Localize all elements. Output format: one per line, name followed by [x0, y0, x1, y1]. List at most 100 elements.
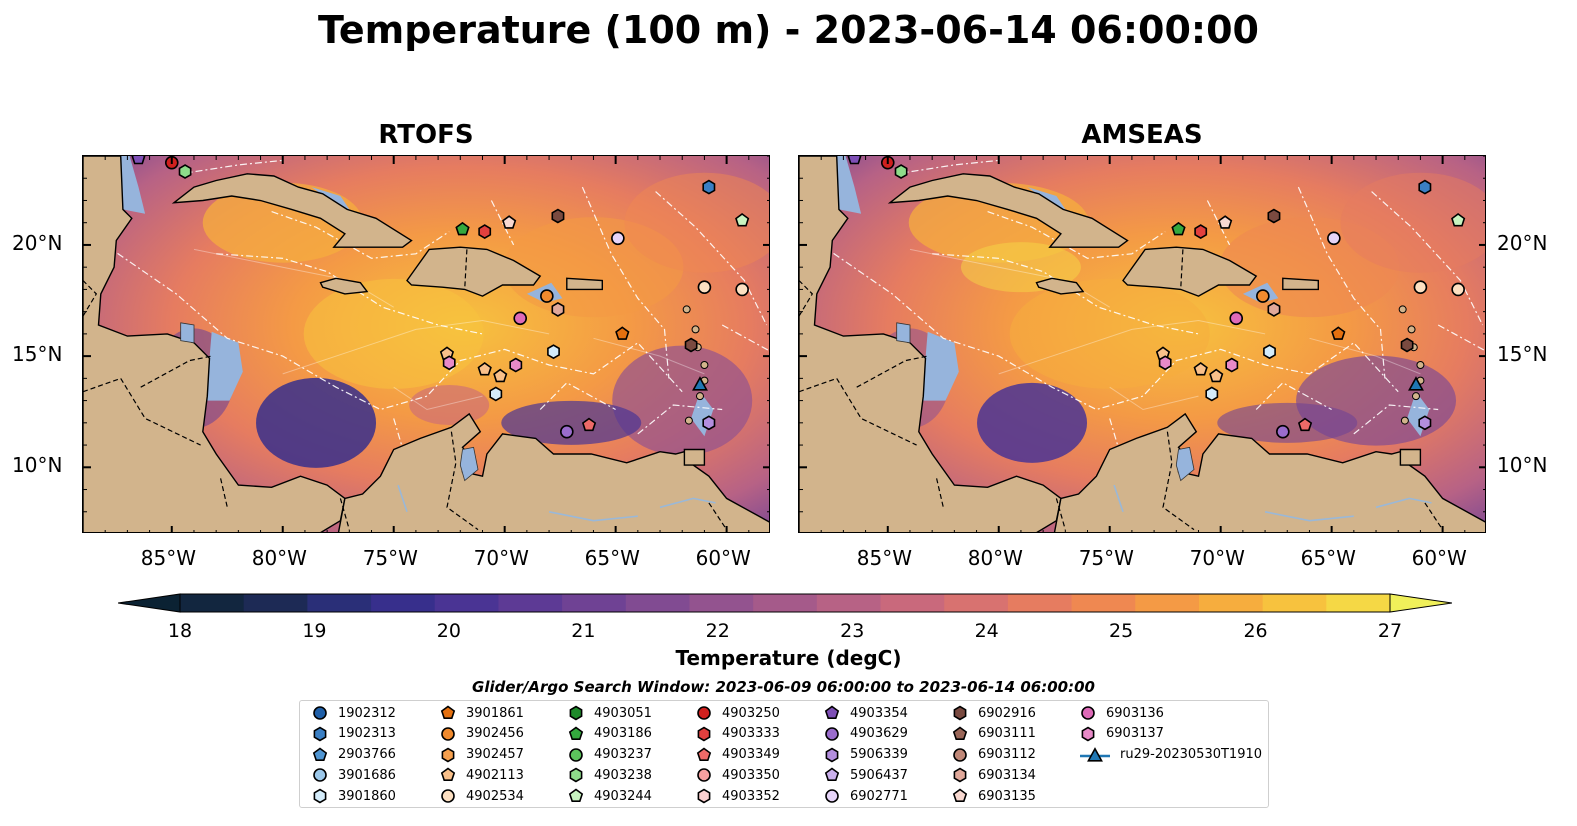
eez-boundary	[721, 324, 769, 352]
landmass	[683, 448, 706, 466]
float-marker-6902771	[611, 231, 625, 246]
legend-item-3901686: 3901686	[310, 765, 396, 785]
legend-item-label: 4903349	[722, 747, 780, 763]
hexagon-marker-icon	[569, 705, 583, 721]
island	[682, 305, 691, 314]
lon-label: 80°W	[967, 546, 1023, 570]
circle-icon	[697, 768, 711, 783]
float-marker-4902113	[1209, 368, 1224, 383]
temperature-anomaly	[977, 382, 1088, 463]
landmass	[566, 277, 603, 291]
circle-marker-icon	[697, 706, 711, 720]
float-marker-4902534	[1451, 282, 1465, 297]
colorbar-tick-label: 24	[974, 620, 999, 642]
landmass	[319, 277, 369, 295]
legend-item-6903112: 6903112	[950, 745, 1036, 765]
temperature-anomaly	[612, 345, 753, 456]
pentagon-marker-icon	[952, 788, 968, 803]
hexagon-marker-icon	[441, 747, 455, 763]
float-marker-4903354	[131, 156, 146, 165]
colorbar-segment	[1326, 594, 1391, 612]
hexagon-icon	[953, 767, 967, 783]
island	[695, 392, 704, 401]
colorbar-extend-low	[117, 593, 181, 613]
colorbar-tick-label: 19	[302, 620, 327, 642]
legend-item-label: 5906339	[850, 747, 908, 763]
landmass	[337, 412, 769, 532]
eez-boundary	[490, 200, 515, 246]
lon-label: 70°W	[473, 546, 529, 570]
lon-label: 80°W	[251, 546, 307, 570]
map-panel-amseas	[798, 155, 1486, 533]
legend-title: Glider/Argo Search Window: 2023-06-09 06…	[472, 678, 1095, 696]
legend-item-label: 6902916	[978, 705, 1036, 721]
legend-item-4903354: 4903354	[822, 703, 908, 723]
colorbar-segment	[1007, 594, 1073, 612]
landmass	[887, 173, 1129, 248]
river	[1375, 497, 1432, 509]
float-marker-4903238	[178, 164, 192, 179]
legend-item-label: 6903135	[978, 788, 1036, 804]
pentagon-marker-icon	[696, 747, 712, 761]
island	[700, 361, 709, 370]
landmass	[171, 173, 413, 248]
temperature-anomaly	[256, 377, 377, 468]
hexagon-icon	[569, 705, 583, 721]
float-marker-3901860	[1263, 344, 1276, 360]
island	[1398, 305, 1407, 314]
legend-item-4903238: 4903238	[566, 765, 652, 785]
float-marker-3901860	[547, 344, 560, 360]
float-marker-ru29-20230530T1910	[692, 376, 708, 391]
country-border	[1055, 498, 1066, 530]
lon-label: 75°W	[362, 546, 418, 570]
pentagon-marker-icon	[312, 747, 328, 761]
legend: 1902312 1902313 2903766 3901686 3901860 39018…	[299, 700, 1269, 808]
lat-label-right: 15°N	[1497, 342, 1548, 367]
legend-item-6903111: 6903111	[950, 724, 1036, 744]
front-streak	[998, 319, 1266, 375]
colorbar-segment	[1135, 594, 1200, 612]
legend-item-label: 6903136	[1106, 705, 1164, 721]
country-border	[799, 280, 814, 317]
lon-label: 70°W	[1189, 546, 1245, 570]
hexagon-icon	[825, 747, 839, 763]
legend-item-6903135: 6903135	[950, 786, 1036, 806]
legend-item-3901860: 3901860	[310, 786, 396, 806]
legend-item-4903352: 4903352	[694, 786, 780, 806]
colorbar-title: Temperature (degC)	[675, 646, 902, 670]
front-streak	[393, 386, 483, 411]
river	[1113, 484, 1124, 513]
country-border	[140, 355, 212, 388]
pentagon-marker-icon	[568, 726, 584, 740]
hexagon-icon	[441, 747, 455, 763]
hexagon-marker-icon	[953, 767, 967, 783]
hexagon-marker-icon	[313, 726, 327, 742]
circle-icon	[569, 747, 583, 762]
landmass	[1122, 246, 1258, 297]
country-border	[856, 355, 928, 388]
hexagon-icon	[697, 726, 711, 742]
float-marker-4903186	[455, 221, 470, 236]
float-marker-4903349	[581, 417, 597, 432]
pentagon-icon	[696, 747, 712, 761]
float-marker-6903137	[1225, 357, 1239, 373]
legend-item-4903333: 4903333	[694, 724, 780, 744]
front-streak	[593, 337, 705, 375]
circle-marker-icon	[825, 726, 839, 741]
panel-title-rtofs: RTOFS	[378, 120, 474, 150]
colorbar-segment	[562, 594, 627, 612]
legend-item-label: 6903137	[1106, 726, 1164, 742]
triangle-line-marker-icon	[1080, 746, 1110, 762]
legend-item-label: 4903244	[594, 788, 652, 804]
pentagon-marker-icon	[824, 705, 840, 719]
colorbar-segment	[816, 594, 882, 612]
float-marker-ru29-20230530T1910	[1408, 376, 1424, 391]
float-marker-4903238	[894, 164, 908, 179]
float-marker-4903629	[560, 424, 574, 439]
circle-icon	[953, 747, 967, 762]
colorbar-tick-label: 26	[1243, 620, 1268, 642]
hexagon-icon	[569, 767, 583, 783]
colorbar-segment	[498, 594, 563, 612]
country-border	[936, 478, 944, 508]
temperature-anomaly	[1217, 402, 1358, 443]
